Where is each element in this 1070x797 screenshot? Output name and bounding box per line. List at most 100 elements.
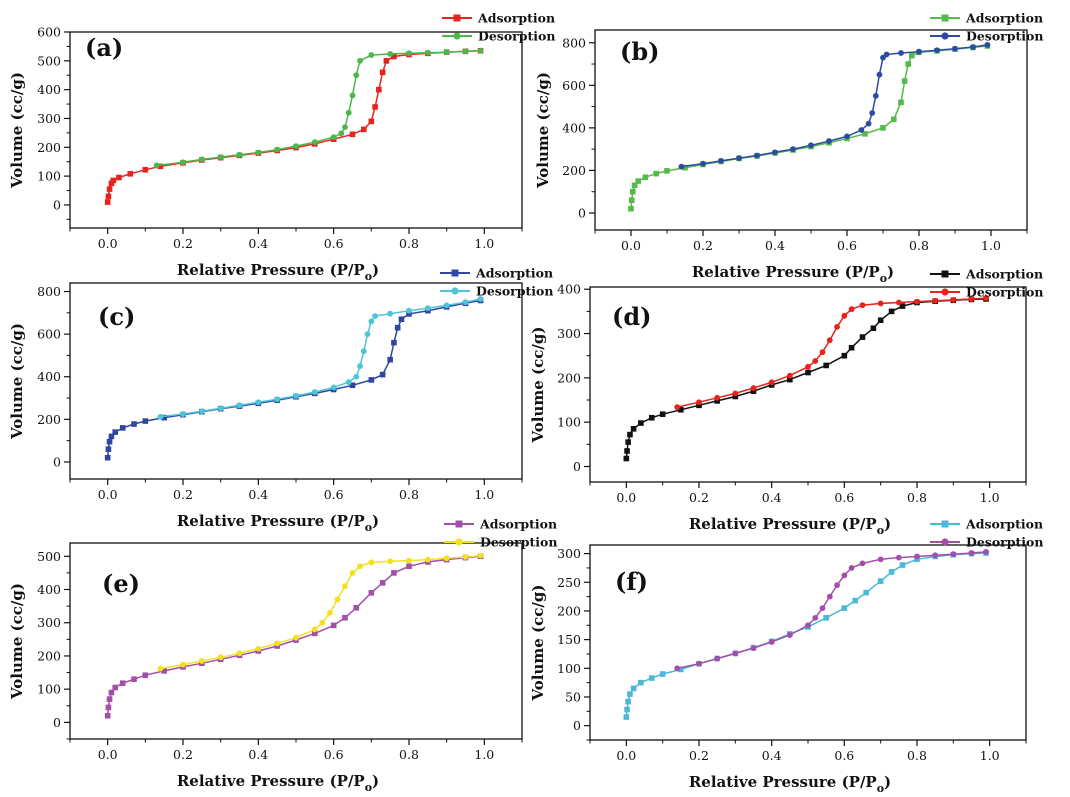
legend-marker — [451, 269, 459, 277]
data-point — [732, 393, 739, 400]
series-line — [160, 554, 481, 670]
y-tick-label: 0 — [573, 718, 581, 733]
data-point — [659, 411, 666, 417]
x-tick-label: 1.0 — [981, 238, 1001, 253]
series-line — [106, 555, 481, 716]
legend-entry-desorption: Desorption — [930, 535, 1043, 550]
x-tick-label: 0.0 — [616, 748, 636, 763]
data-point — [391, 570, 397, 576]
data-point — [342, 124, 348, 131]
data-point — [628, 205, 634, 212]
legend-label: Desorption — [966, 29, 1043, 44]
data-point — [901, 78, 908, 84]
data-point — [852, 597, 859, 604]
y-tick-label: 500 — [37, 53, 61, 68]
data-point — [841, 605, 848, 611]
data-point — [682, 164, 688, 171]
data-point — [932, 297, 939, 304]
data-point — [750, 388, 757, 394]
data-point — [750, 645, 757, 652]
series-adsorption — [628, 43, 991, 212]
data-point — [131, 676, 137, 683]
data-point — [342, 583, 348, 590]
y-tick-label: 600 — [562, 78, 586, 93]
legend-entry-adsorption: Adsorption — [930, 267, 1043, 282]
legend-marker — [451, 287, 459, 295]
x-axis-label-sub: o — [365, 781, 372, 794]
y-tick-label: 200 — [37, 648, 61, 663]
x-tick-label: 0.0 — [621, 238, 641, 253]
data-point — [349, 92, 356, 99]
y-tick-label: 600 — [37, 25, 61, 40]
data-point — [119, 680, 126, 686]
legend-label: Desorption — [476, 284, 553, 299]
y-tick-label: 200 — [557, 370, 581, 385]
data-point — [914, 553, 920, 560]
data-point — [379, 69, 386, 76]
data-point — [952, 45, 958, 52]
data-point — [161, 414, 167, 421]
data-point — [330, 384, 337, 391]
data-point — [768, 379, 775, 386]
data-point — [870, 325, 877, 332]
data-point — [736, 155, 742, 161]
data-point — [477, 296, 484, 302]
data-point — [357, 57, 363, 64]
data-point — [623, 714, 630, 720]
data-point — [678, 406, 684, 413]
data-point — [105, 193, 112, 200]
y-tick-label: 0 — [578, 205, 586, 220]
x-axis-label: Relative Pressure (P/Po) — [692, 263, 894, 285]
data-point — [826, 337, 833, 344]
data-point — [848, 565, 855, 571]
data-point — [859, 334, 866, 340]
data-point — [327, 609, 333, 616]
data-point — [700, 160, 706, 167]
y-axis-label: Volume (cc/g) — [534, 72, 552, 189]
data-point — [462, 299, 469, 306]
data-point — [274, 396, 281, 403]
data-point — [406, 50, 412, 57]
x-tick-label: 1.0 — [980, 748, 1000, 763]
data-point — [630, 188, 636, 195]
x-axis-label-sub: o — [877, 524, 884, 537]
x-tick-label: 0.6 — [324, 747, 344, 762]
data-point — [844, 133, 850, 140]
data-point — [398, 316, 405, 323]
y-tick-label: 200 — [557, 603, 581, 618]
data-point — [198, 156, 205, 163]
data-point — [108, 689, 115, 696]
y-tick-label: 200 — [562, 163, 586, 178]
plot-frame — [589, 286, 1027, 483]
data-point — [876, 71, 883, 78]
legend-marker — [941, 288, 949, 296]
y-tick-label: 300 — [557, 546, 581, 561]
data-point — [627, 431, 633, 438]
legend-entry-adsorption: Adsorption — [442, 11, 555, 26]
data-point — [950, 551, 957, 558]
data-point — [895, 299, 902, 306]
chart-panel-c: 0.0 0.2 0.4 0.6 0.8 1.0 0 200 400 600 800 Relative … — [8, 266, 553, 535]
data-point — [872, 93, 879, 99]
y-tick-label: 0 — [573, 459, 581, 474]
data-point — [787, 376, 793, 383]
data-point — [630, 426, 637, 432]
legend-entry-desorption: Desorption — [442, 29, 555, 44]
x-tick-label: 1.0 — [474, 747, 494, 762]
data-point — [345, 379, 352, 385]
data-point — [319, 619, 326, 626]
x-tick-label: 0.6 — [834, 490, 854, 505]
data-point — [394, 324, 401, 331]
y-tick-label: 500 — [37, 549, 61, 564]
y-tick-label: 300 — [37, 111, 61, 126]
x-tick-label: 1.0 — [474, 236, 494, 251]
y-tick-label: 400 — [557, 282, 581, 297]
data-point — [142, 418, 149, 424]
x-axis-label-sub: o — [365, 521, 372, 534]
legend-marker — [455, 520, 463, 528]
data-point — [443, 555, 450, 562]
data-point — [877, 317, 884, 324]
x-tick-label: 0.0 — [98, 236, 118, 251]
data-point — [345, 109, 352, 116]
data-point — [648, 675, 655, 681]
